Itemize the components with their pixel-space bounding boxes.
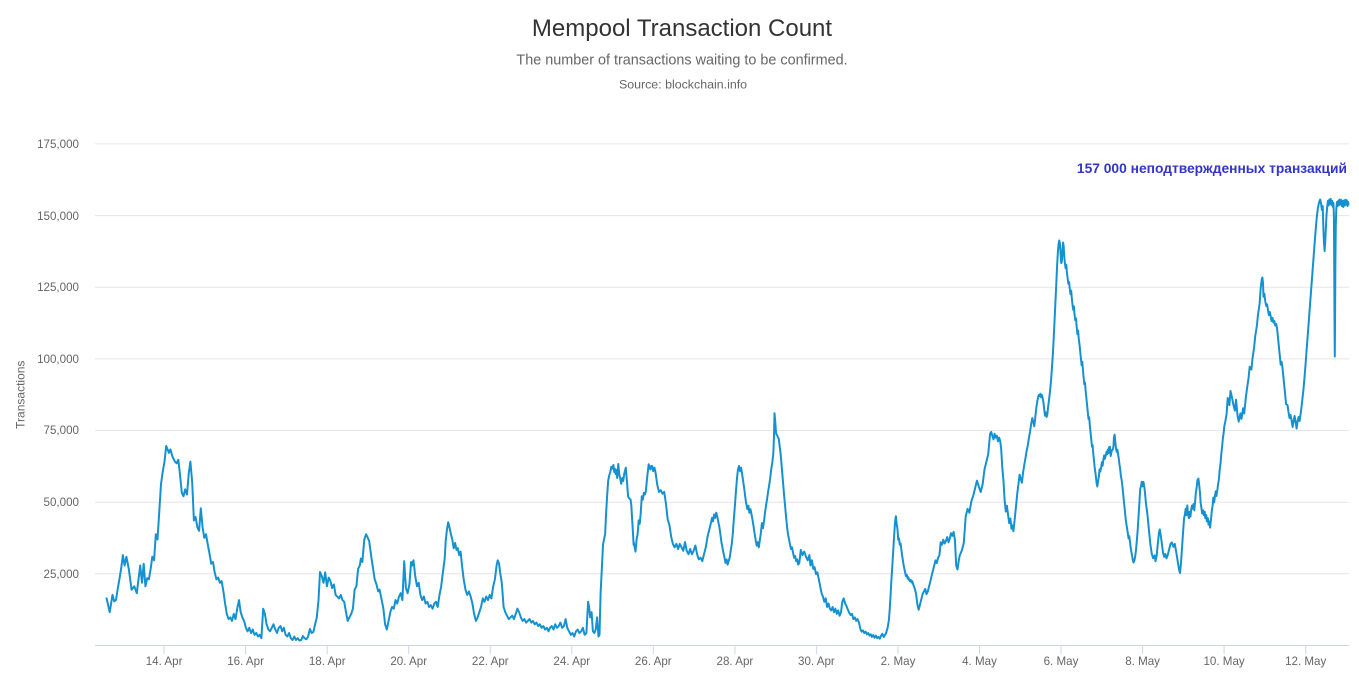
svg-text:22. Apr: 22. Apr — [472, 655, 509, 668]
svg-text:14. Apr: 14. Apr — [146, 655, 183, 668]
svg-text:6. May: 6. May — [1044, 655, 1079, 668]
svg-text:100,000: 100,000 — [37, 353, 79, 366]
svg-text:18. Apr: 18. Apr — [309, 655, 346, 668]
svg-text:25,000: 25,000 — [44, 568, 79, 581]
svg-text:150,000: 150,000 — [37, 210, 79, 223]
svg-text:12. May: 12. May — [1285, 655, 1326, 668]
svg-text:175,000: 175,000 — [37, 138, 79, 151]
svg-text:8. May: 8. May — [1125, 655, 1160, 668]
svg-text:16. Apr: 16. Apr — [227, 655, 264, 668]
svg-text:10. May: 10. May — [1203, 655, 1244, 668]
svg-text:Transactions: Transactions — [14, 361, 28, 429]
svg-text:30. Apr: 30. Apr — [798, 655, 835, 668]
svg-text:125,000: 125,000 — [37, 281, 79, 294]
svg-text:28. Apr: 28. Apr — [717, 655, 754, 668]
svg-text:26. Apr: 26. Apr — [635, 655, 672, 668]
svg-text:2. May: 2. May — [881, 655, 916, 668]
svg-text:4. May: 4. May — [962, 655, 997, 668]
svg-text:The number of transactions wai: The number of transactions waiting to be… — [516, 53, 847, 69]
svg-text:75,000: 75,000 — [44, 424, 79, 437]
svg-text:157 000 неподтвержденных транз: 157 000 неподтвержденных транзакций — [1077, 161, 1347, 176]
svg-text:50,000: 50,000 — [44, 496, 79, 509]
svg-text:Mempool Transaction Count: Mempool Transaction Count — [532, 15, 832, 42]
svg-text:24. Apr: 24. Apr — [553, 655, 590, 668]
svg-text:Source: blockchain.info: Source: blockchain.info — [619, 77, 747, 91]
svg-text:20. Apr: 20. Apr — [390, 655, 427, 668]
